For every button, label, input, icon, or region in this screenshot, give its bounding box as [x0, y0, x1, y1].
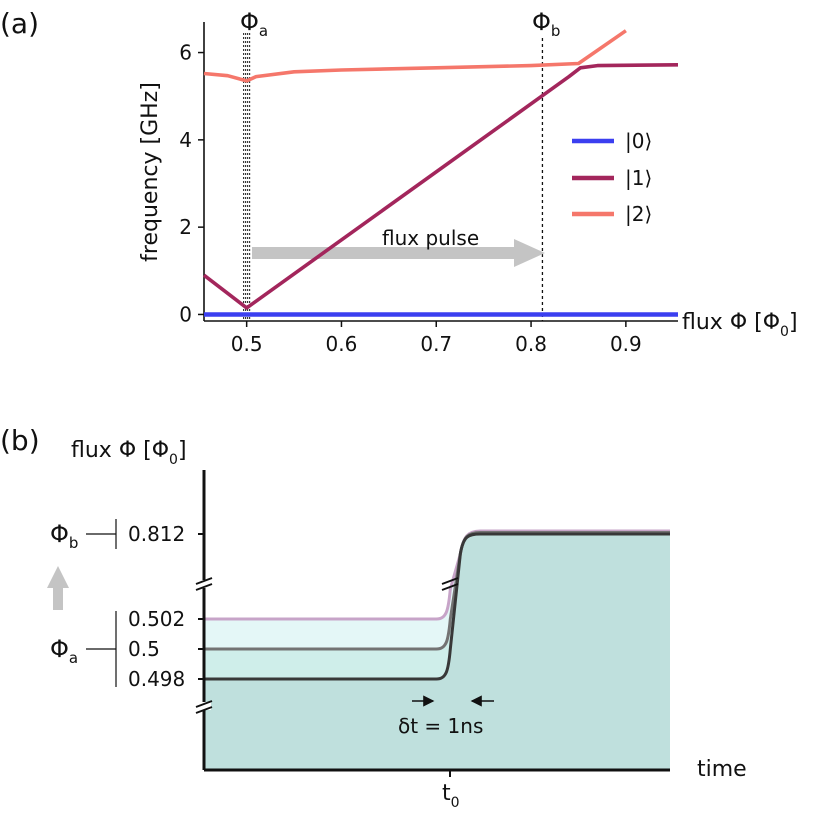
panel-b-traces [204, 529, 670, 681]
panel-b-ylabel: flux Φ [Φ0] [71, 438, 187, 468]
phi-a-tick-label: Φa [50, 635, 78, 667]
legend-label-1: |1⟩ [625, 166, 652, 190]
y-tick-label: 0 [179, 302, 192, 326]
phi-b-tick-label: Φb [50, 520, 78, 552]
panel-b-y-ticks [198, 533, 204, 680]
y-tick-label: 6 [179, 41, 192, 65]
panel-b-xlabel: time [697, 757, 747, 782]
legend-label-0: |0⟩ [625, 129, 652, 153]
flux-pulse-label: flux pulse [382, 226, 479, 250]
x-tick-label: 0.8 [515, 332, 547, 356]
tick-label-0812: 0.812 [128, 522, 185, 546]
tick-label-05: 0.5 [128, 637, 160, 661]
panel-a-xlabel: flux Φ [Φ0] [682, 310, 798, 340]
panel-a-y-ticks: 0 2 4 6 [179, 41, 204, 326]
legend-label-2: |2⟩ [625, 202, 652, 226]
trace-break [441, 577, 459, 591]
phi-a-bracket [86, 611, 117, 687]
panel-b: (b) flux Φ [Φ0] 0.812 0.5 [0, 424, 747, 811]
y-axis-break [195, 577, 213, 714]
up-arrow [47, 566, 69, 610]
series-line-level2 [203, 29, 627, 83]
panel-b-label: (b) [0, 424, 40, 457]
dt-label: δt = 1ns [398, 714, 483, 738]
tick-label-0502: 0.502 [128, 607, 185, 631]
panel-b-fills [204, 531, 670, 770]
pulse-trace-0.498 [204, 532, 670, 681]
panel-a: (a) frequency [GHz] 0 2 4 6 0.5 0.6 0.7 0.8 0.9… [0, 7, 798, 356]
x-tick-label: 0.5 [231, 332, 263, 356]
phi-a-label: Φa [240, 8, 268, 40]
y-tick-label: 4 [179, 128, 192, 152]
t0-label: t0 [442, 781, 460, 811]
panel-a-ylabel: frequency [GHz] [138, 82, 163, 262]
phi-b-bracket [86, 519, 117, 549]
x-tick-label: 0.7 [420, 332, 452, 356]
legend: |0⟩ |1⟩ |2⟩ [572, 129, 652, 226]
panel-a-label: (a) [0, 7, 39, 40]
pulse-fill-0.498 [204, 534, 670, 770]
phi-b-label: Φb [532, 8, 560, 40]
panel-a-x-ticks: 0.5 0.6 0.7 0.8 0.9 [231, 321, 642, 356]
x-tick-label: 0.6 [326, 332, 358, 356]
panel-a-series [202, 29, 679, 317]
tick-label-0498: 0.498 [128, 667, 185, 691]
series-line-level1 [202, 63, 679, 310]
y-tick-label: 2 [179, 215, 192, 239]
x-tick-label: 0.9 [610, 332, 642, 356]
